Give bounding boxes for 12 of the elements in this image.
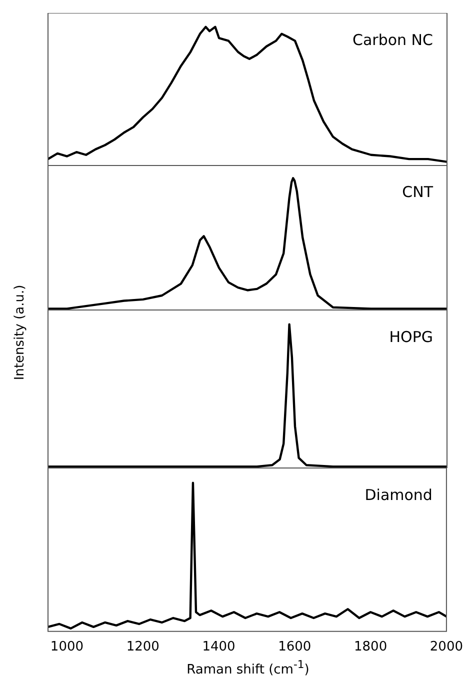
y-axis-title: Intensity (a.u.) bbox=[12, 284, 28, 382]
x-tick-label: 1400 bbox=[202, 640, 236, 655]
x-tick-label: 1000 bbox=[50, 640, 84, 655]
x-tick-label: 1200 bbox=[126, 640, 160, 655]
text: Carbon NC bbox=[352, 30, 433, 49]
x-tick-label: 2000 bbox=[430, 640, 464, 655]
text: HOPG bbox=[389, 328, 433, 346]
text: CNT bbox=[402, 182, 434, 201]
x-tick-label: 1600 bbox=[278, 640, 312, 655]
x-axis-title: Raman shift (cm$^{-1}$) bbox=[186, 658, 310, 678]
x-tick-label: 1800 bbox=[354, 640, 388, 655]
text: Diamond bbox=[364, 486, 432, 504]
